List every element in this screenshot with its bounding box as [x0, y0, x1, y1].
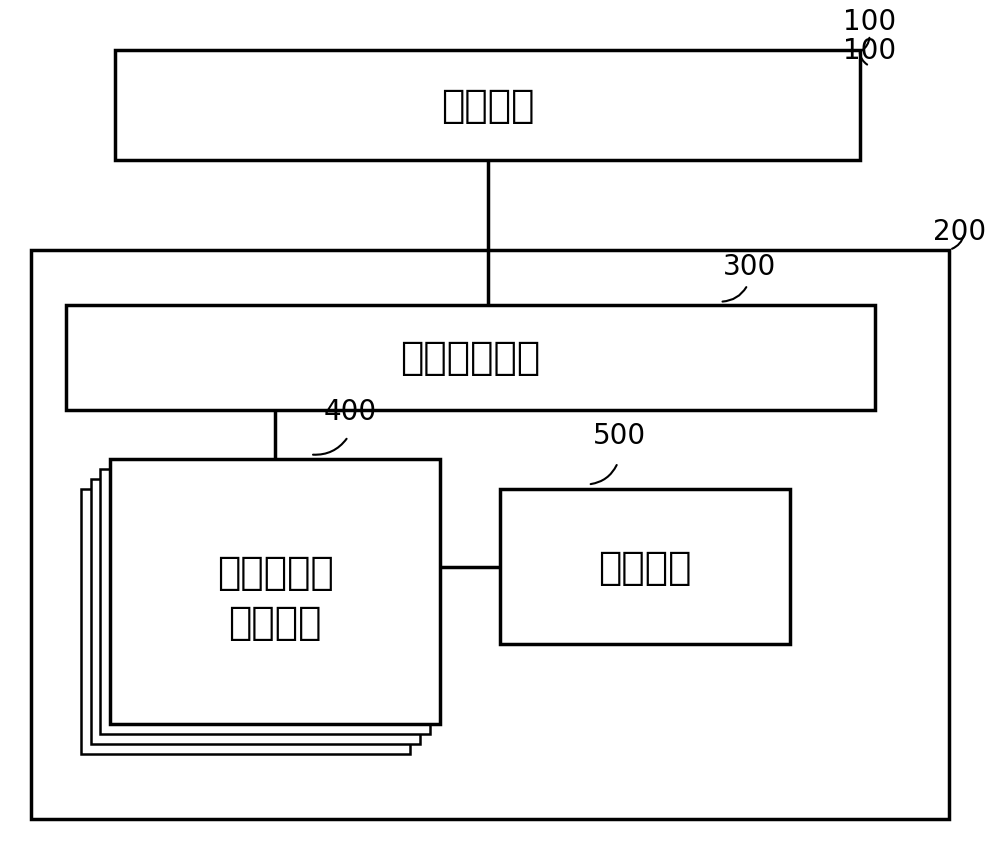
Text: 300: 300 — [723, 252, 776, 280]
Text: 电源电路: 电源电路 — [598, 549, 692, 586]
Text: 200: 200 — [933, 218, 986, 246]
Text: 100: 100 — [843, 8, 896, 36]
Text: 500: 500 — [593, 422, 646, 450]
Bar — [81, 490, 410, 755]
Text: 100: 100 — [843, 37, 896, 65]
Bar — [91, 480, 420, 744]
Bar — [100, 470, 430, 734]
Text: 存储器控制器: 存储器控制器 — [400, 338, 540, 376]
Text: 400: 400 — [324, 397, 377, 425]
Bar — [115, 51, 860, 160]
Text: 主计算机: 主计算机 — [441, 87, 534, 125]
Text: 阵列单元: 阵列单元 — [229, 603, 322, 641]
Bar — [110, 460, 440, 724]
Bar — [66, 306, 875, 410]
Text: 存储器单元: 存储器单元 — [217, 553, 334, 591]
Bar — [31, 251, 949, 819]
Bar — [500, 490, 790, 645]
